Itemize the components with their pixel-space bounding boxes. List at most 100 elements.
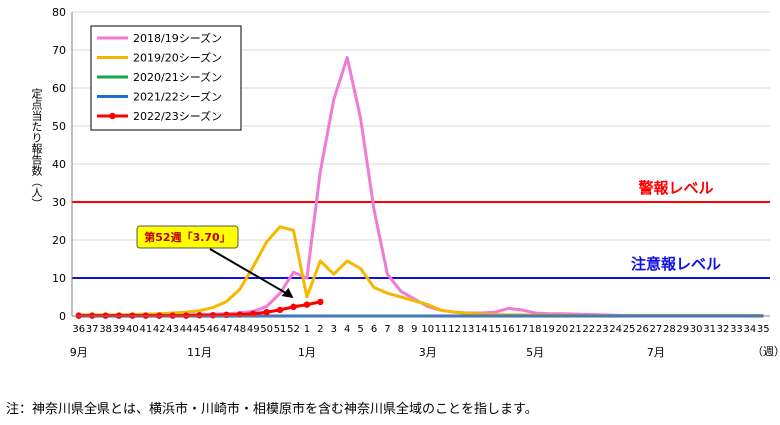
x-tick-36: 36 (72, 324, 85, 335)
legend-label-1: 2019/20シーズン (133, 51, 222, 65)
x-tick-21: 21 (569, 324, 582, 335)
annotation-text: 第52週「3.70」 (144, 230, 230, 244)
series-point (263, 309, 270, 316)
x-tick-34: 34 (743, 324, 756, 335)
series-point (276, 306, 284, 314)
x-tick-33: 33 (730, 324, 743, 335)
x-tick-28: 28 (663, 324, 676, 335)
month-label: 9月 (70, 346, 88, 359)
reference-label-1: 注意報レベル (631, 255, 721, 273)
x-tick-25: 25 (623, 324, 636, 335)
x-tick-23: 23 (596, 324, 609, 335)
series-point (223, 311, 230, 319)
month-label: 1月 (298, 346, 316, 359)
y-tick-60: 60 (52, 82, 66, 95)
annotation-arrow-head (281, 287, 294, 298)
y-tick-70: 70 (52, 44, 66, 57)
x-tick-35: 35 (757, 324, 770, 335)
legend-label-4: 2022/23シーズン (133, 109, 222, 123)
x-tick-11: 11 (435, 324, 448, 335)
y-tick-80: 80 (52, 6, 66, 19)
y-tick-labels: 0 10 20 30 40 50 60 70 80 (52, 6, 66, 323)
month-label: 11月 (187, 346, 212, 359)
x-tick-46: 46 (207, 324, 220, 335)
x-tick-38: 38 (99, 324, 112, 335)
month-label: 3月 (419, 346, 437, 359)
series-point (236, 311, 243, 318)
y-tick-20: 20 (52, 234, 66, 247)
x-axis-unit-label: （週） (752, 345, 780, 358)
x-tick-5: 5 (357, 324, 363, 335)
x-tick-27: 27 (650, 324, 663, 335)
x-tick-22: 22 (582, 324, 595, 335)
x-tick-15: 15 (488, 324, 501, 335)
x-tick-6: 6 (371, 324, 377, 335)
y-tick-40: 40 (52, 158, 66, 171)
x-tick-30: 30 (690, 324, 703, 335)
x-tick-20: 20 (556, 324, 569, 335)
annotation: 第52週「3.70」 (136, 225, 294, 298)
x-tick-37: 37 (86, 324, 99, 335)
x-tick-48: 48 (233, 324, 246, 335)
x-tick-45: 45 (193, 324, 206, 335)
x-tick-9: 9 (411, 324, 417, 335)
x-tick-39: 39 (113, 324, 126, 335)
x-tick-17: 17 (515, 324, 528, 335)
series-point (303, 301, 311, 308)
y-tick-10: 10 (52, 272, 66, 285)
legend: 2018/19シーズン 2019/20シーズン 2020/21シーズン 2021/22… (90, 25, 242, 131)
annotation-box (136, 225, 239, 249)
x-tick-26: 26 (636, 324, 649, 335)
x-tick-labels: 36 37 38 39 40 41 42 43 44 45 46 47 48 49 50 51 52 1 2 3 4 5 6… (72, 324, 769, 335)
series-point (209, 312, 217, 319)
x-tick-31: 31 (703, 324, 716, 335)
reference-label-0: 警報レベル (637, 179, 713, 197)
y-axis-label: 定点当たり報告数（人） (30, 88, 43, 209)
series-point (196, 312, 203, 319)
month-label: 7月 (647, 346, 665, 359)
x-tick-18: 18 (529, 324, 542, 335)
x-tick-49: 49 (247, 324, 260, 335)
x-tick-42: 42 (153, 324, 166, 335)
month-label: 5月 (526, 346, 544, 359)
legend-label-0: 2018/19シーズン (133, 31, 222, 45)
x-tick-7: 7 (384, 324, 390, 335)
x-tick-1: 1 (304, 324, 310, 335)
x-tick-3: 3 (331, 324, 337, 335)
x-tick-51: 51 (274, 324, 287, 335)
legend-label-2: 2020/21シーズン (133, 70, 222, 84)
x-tick-47: 47 (220, 324, 233, 335)
x-tick-41: 41 (139, 324, 152, 335)
x-tick-13: 13 (462, 324, 475, 335)
x-tick-29: 29 (676, 324, 689, 335)
y-tick-50: 50 (52, 120, 66, 133)
x-tick-40: 40 (126, 324, 139, 335)
x-tick-44: 44 (180, 324, 193, 335)
x-tick-16: 16 (502, 324, 515, 335)
series-point (317, 298, 324, 306)
x-tick-19: 19 (542, 324, 555, 335)
y-tick-0: 0 (59, 310, 66, 323)
x-tick-50: 50 (260, 324, 273, 335)
x-tick-8: 8 (398, 324, 404, 335)
x-tick-24: 24 (609, 324, 622, 335)
annotation-arrow-line (209, 248, 288, 295)
x-tick-43: 43 (166, 324, 179, 335)
x-tick-10: 10 (421, 324, 434, 335)
x-tick-14: 14 (475, 324, 488, 335)
month-labels: 9月 11月 1月 3月 5月 7月 (70, 346, 665, 359)
x-tick-2: 2 (317, 324, 323, 335)
legend-label-3: 2021/22シーズン (133, 90, 222, 104)
x-tick-32: 32 (717, 324, 730, 335)
footnote: 注：神奈川県全県とは、横浜市・川崎市・相模原市を含む神奈川県全域のことを指します… (6, 402, 538, 417)
series-point (290, 303, 297, 311)
x-tick-12: 12 (448, 324, 461, 335)
x-tick-4: 4 (344, 324, 350, 335)
x-tick-52: 52 (287, 324, 300, 335)
y-tick-30: 30 (52, 196, 66, 209)
legend-marker (109, 112, 116, 120)
series-point (250, 310, 257, 317)
axes (71, 12, 770, 317)
